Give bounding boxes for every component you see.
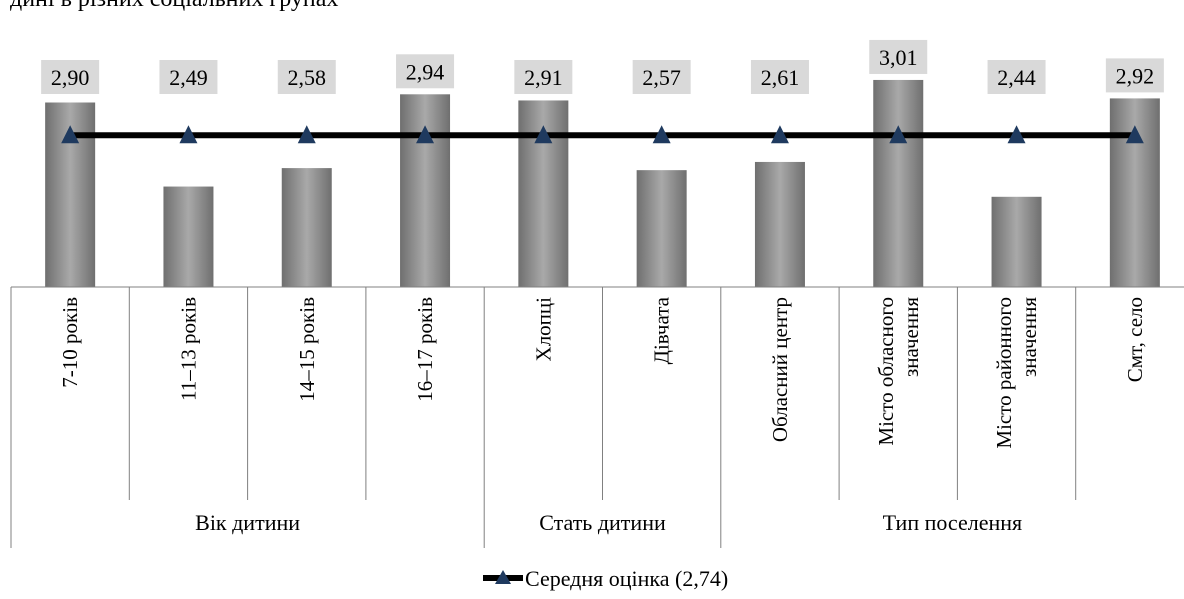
bar-4 xyxy=(400,94,451,287)
category-label-3: 14–15 років xyxy=(295,297,319,402)
category-label-line: Хлопці xyxy=(531,297,555,362)
category-axis: 7-10 років 11–13 років 14–15 років 16–17 ро… xyxy=(10,286,1184,548)
bar-7 xyxy=(754,161,805,287)
legend: Середня оцінка (2,74) xyxy=(483,566,728,591)
data-label-4: 2,94 xyxy=(406,59,445,84)
data-label-box-5 xyxy=(514,60,573,94)
category-label-line: 14–15 років xyxy=(295,297,319,402)
legend-marker-swatch xyxy=(495,570,511,584)
data-labels: 2,90 2,49 2,58 2,94 2,91 2,57 2,61 3,01 2,44 2,92 xyxy=(41,39,1164,94)
data-label-6: 2,57 xyxy=(642,65,681,90)
bars xyxy=(45,79,1160,288)
category-label-line: Смт, село xyxy=(1123,297,1147,382)
category-label-1: 7-10 років xyxy=(58,297,82,388)
mean-marker-2 xyxy=(179,125,198,144)
data-label-box-8 xyxy=(869,39,928,74)
data-label-box-2 xyxy=(159,60,218,94)
data-label-2: 2,49 xyxy=(169,65,208,90)
data-label-box-9 xyxy=(987,60,1046,94)
category-label-6: Дівчата xyxy=(650,296,674,364)
category-label-line: значення xyxy=(1017,297,1041,377)
data-label-box-6 xyxy=(632,60,691,94)
group-label-1: Вік дитини xyxy=(195,510,300,535)
data-label-box-10 xyxy=(1105,58,1164,93)
category-label-line: Обласний центр xyxy=(768,297,792,442)
data-label-1: 2,90 xyxy=(51,65,90,90)
category-label-4: 16–17 років xyxy=(413,297,437,402)
data-label-box-1 xyxy=(41,60,100,94)
category-label-line: Місто районного xyxy=(992,297,1016,449)
mean-marker-5 xyxy=(534,125,553,144)
mean-marker-4 xyxy=(416,125,435,144)
bar-2 xyxy=(163,186,214,287)
mean-marker-9 xyxy=(1007,125,1026,144)
data-label-3: 2,58 xyxy=(288,65,327,90)
category-label-line: Дівчата xyxy=(650,296,674,364)
category-label-7: Обласний центр xyxy=(768,297,792,442)
legend-label: Середня оцінка (2,74) xyxy=(525,566,728,591)
data-label-8: 3,01 xyxy=(879,45,918,70)
category-label-10: Смт, село xyxy=(1123,297,1147,382)
category-label-9: Місто районногозначення xyxy=(992,297,1041,449)
group-label-3: Тип поселення xyxy=(883,510,1022,535)
bar-6 xyxy=(636,170,687,287)
category-label-line: Місто обласного xyxy=(874,297,898,446)
header-fragment: дині в різних соціальних групах xyxy=(10,0,338,13)
group-label-2: Стать дитини xyxy=(539,510,666,535)
category-label-line: значення xyxy=(899,297,923,377)
category-label-5: Хлопці xyxy=(531,297,555,362)
mean-marker-7 xyxy=(770,125,789,144)
mean-marker-10 xyxy=(1125,125,1144,144)
category-label-2: 11–13 років xyxy=(176,297,200,401)
category-label-line: 16–17 років xyxy=(413,297,437,402)
data-label-9: 2,44 xyxy=(997,65,1036,90)
data-label-box-4 xyxy=(396,54,455,89)
data-label-box-3 xyxy=(277,60,336,94)
mean-line-series xyxy=(61,125,1144,144)
bar-3 xyxy=(281,168,332,287)
mean-marker-1 xyxy=(61,125,80,144)
data-label-7: 2,61 xyxy=(761,65,800,90)
category-label-8: Місто обласногозначення xyxy=(874,297,923,446)
data-label-5: 2,91 xyxy=(524,65,563,90)
category-label-line: 7-10 років xyxy=(58,297,82,388)
bar-8 xyxy=(873,79,924,287)
mean-marker-8 xyxy=(889,125,908,144)
data-label-box-7 xyxy=(750,60,809,94)
category-label-line: 11–13 років xyxy=(176,297,200,401)
bar-9 xyxy=(991,196,1042,287)
mean-marker-3 xyxy=(297,125,316,144)
data-label-10: 2,92 xyxy=(1116,63,1155,88)
mean-marker-6 xyxy=(652,125,671,144)
